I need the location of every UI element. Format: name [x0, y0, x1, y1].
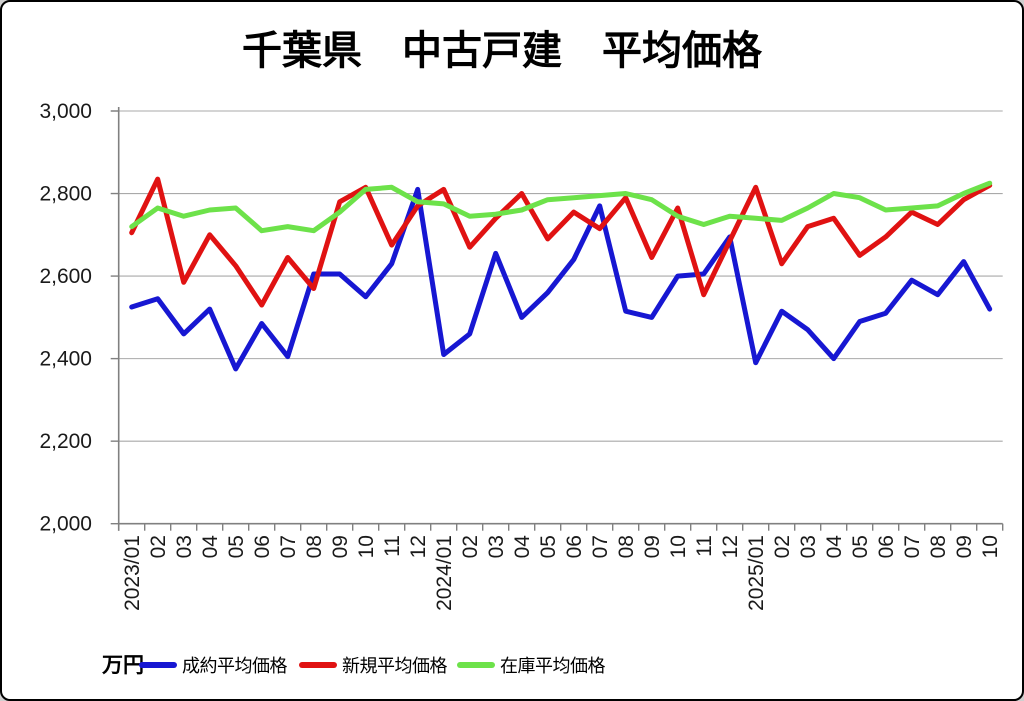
x-tick-label: 02: [147, 535, 170, 558]
legend-label: 在庫平均価格: [500, 656, 606, 676]
x-tick-label: 06: [563, 535, 586, 558]
y-tick-label: 2,600: [39, 265, 92, 288]
y-tick-label: 2,000: [39, 513, 92, 536]
legend-line-swatch: [299, 662, 337, 668]
y-tick-label: 3,000: [39, 100, 92, 123]
x-tick-label: 04: [511, 535, 534, 559]
x-tick-label: 10: [979, 535, 1002, 558]
series-line-1-新規平均価格: [129, 176, 993, 308]
x-tick-label: 09: [329, 535, 352, 558]
x-tick-label: 07: [589, 535, 612, 558]
x-tick-label: 02: [459, 535, 482, 558]
x-tick-label: 12: [719, 535, 742, 558]
chart-title: 千葉県 中古戸建 平均価格: [242, 29, 762, 73]
x-tick-label: 2025/01: [745, 535, 768, 611]
x-tick-label: 07: [277, 535, 300, 558]
x-tick-label: 2023/01: [121, 535, 144, 611]
x-tick-label: 10: [667, 535, 690, 558]
legend-label: 成約平均価格: [182, 656, 288, 676]
x-tick-label: 07: [901, 535, 924, 558]
x-tick-label: 11: [693, 535, 716, 557]
x-tick-label: 04: [823, 535, 846, 559]
x-tick-label: 08: [303, 535, 326, 558]
x-tick-label: 03: [485, 535, 508, 558]
x-tick-label: 05: [225, 535, 248, 558]
x-tick-label: 06: [251, 535, 274, 558]
x-tick-label: 06: [875, 535, 898, 558]
x-tick-label: 11: [381, 535, 404, 557]
legend-line-swatch: [457, 662, 495, 668]
y-axis-unit-label: 万円: [102, 654, 144, 677]
x-tick-label: 08: [615, 535, 638, 558]
x-tick-label: 05: [849, 535, 872, 558]
y-tick-label: 2,800: [39, 183, 92, 206]
y-tick-label: 2,200: [39, 430, 92, 453]
legend-label: 新規平均価格: [342, 656, 448, 676]
x-tick-label: 04: [199, 535, 222, 559]
x-tick-label: 09: [641, 535, 664, 558]
x-tick-label: 10: [355, 535, 378, 558]
x-tick-label: 03: [797, 535, 820, 558]
x-tick-label: 08: [927, 535, 950, 558]
x-tick-label: 12: [407, 535, 430, 558]
x-tick-label: 09: [953, 535, 976, 558]
y-tick-label: 2,400: [39, 348, 92, 371]
x-tick-label: 02: [771, 535, 794, 558]
x-tick-label: 03: [173, 535, 196, 558]
series-line-2-在庫平均価格: [129, 180, 993, 234]
legend-line-swatch: [139, 662, 177, 668]
series-line-0-成約平均価格: [129, 186, 993, 372]
x-tick-label: 05: [537, 535, 560, 558]
x-tick-label: 2024/01: [433, 535, 456, 611]
